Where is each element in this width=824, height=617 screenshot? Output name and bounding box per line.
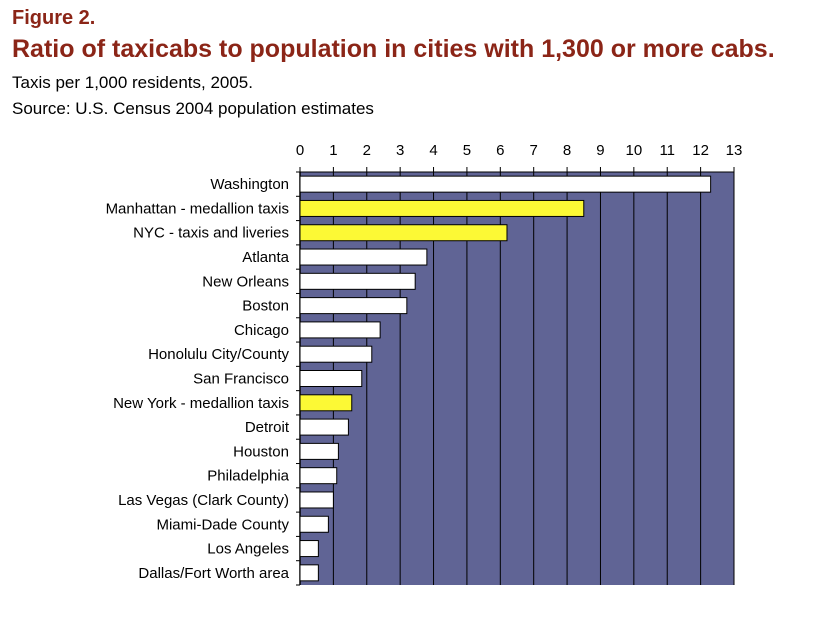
x-tick-label-7: 7 bbox=[530, 142, 538, 159]
chart-title: Ratio of taxicabs to population in citie… bbox=[12, 35, 775, 63]
x-tick-label-11: 11 bbox=[659, 142, 675, 159]
bar-8 bbox=[299, 370, 363, 387]
category-label-15: Los Angeles bbox=[207, 541, 289, 558]
category-label-4: New Orleans bbox=[202, 273, 289, 290]
x-tick-label-9: 9 bbox=[596, 142, 604, 159]
category-label-5: Boston bbox=[242, 298, 289, 315]
x-tick-label-4: 4 bbox=[429, 142, 437, 159]
chart-subtitle: Taxis per 1,000 residents, 2005. bbox=[12, 73, 253, 92]
bar-14 bbox=[299, 515, 329, 533]
category-label-13: Las Vegas (Clark County) bbox=[118, 492, 289, 509]
x-tick-label-1: 1 bbox=[329, 142, 337, 159]
x-tick-label-12: 12 bbox=[692, 142, 709, 159]
x-tick-label-8: 8 bbox=[563, 142, 571, 159]
category-labels: Washington Manhattan - medallion taxis NYC… bbox=[106, 176, 290, 582]
x-tick-label-6: 6 bbox=[496, 142, 504, 159]
x-tick-label-2: 2 bbox=[363, 142, 371, 159]
category-label-3: Atlanta bbox=[242, 249, 289, 266]
category-label-1: Manhattan - medallion taxis bbox=[106, 200, 289, 217]
category-label-11: Houston bbox=[233, 443, 289, 460]
bar-5 bbox=[299, 297, 408, 315]
x-tick-label-13: 13 bbox=[726, 142, 743, 159]
category-label-2: NYC - taxis and liveries bbox=[133, 225, 289, 242]
category-label-12: Philadelphia bbox=[207, 468, 289, 485]
category-label-8: San Francisco bbox=[193, 371, 289, 388]
category-label-6: Chicago bbox=[234, 322, 289, 339]
bar-7 bbox=[299, 345, 373, 363]
bar-9 bbox=[299, 394, 353, 412]
chart-source: Source: U.S. Census 2004 population esti… bbox=[12, 99, 374, 118]
bar-15 bbox=[299, 540, 319, 558]
x-tick-label-3: 3 bbox=[396, 142, 404, 159]
category-label-14: Miami-Dade County bbox=[156, 516, 289, 533]
category-label-7: Honolulu City/County bbox=[148, 346, 289, 363]
bar-11 bbox=[299, 442, 339, 460]
bar-4 bbox=[299, 272, 416, 290]
x-tick-label-0: 0 bbox=[296, 142, 304, 159]
bars bbox=[299, 175, 712, 582]
bar-16 bbox=[299, 564, 319, 582]
category-label-16: Dallas/Fort Worth area bbox=[138, 565, 289, 582]
bar-3 bbox=[299, 248, 428, 266]
x-tick-label-10: 10 bbox=[626, 142, 643, 159]
bar-2 bbox=[299, 224, 508, 242]
bar-6 bbox=[299, 321, 381, 339]
bar-12 bbox=[299, 467, 338, 485]
bar-13 bbox=[299, 491, 334, 509]
bar-0 bbox=[299, 175, 712, 193]
x-tick-label-5: 5 bbox=[463, 142, 471, 159]
bar-1 bbox=[299, 199, 585, 217]
bar-10 bbox=[299, 418, 349, 436]
category-label-0: Washington bbox=[210, 176, 289, 193]
figure-label: Figure 2. bbox=[12, 7, 96, 29]
category-label-10: Detroit bbox=[245, 419, 290, 436]
category-label-9: New York - medallion taxis bbox=[113, 395, 289, 412]
